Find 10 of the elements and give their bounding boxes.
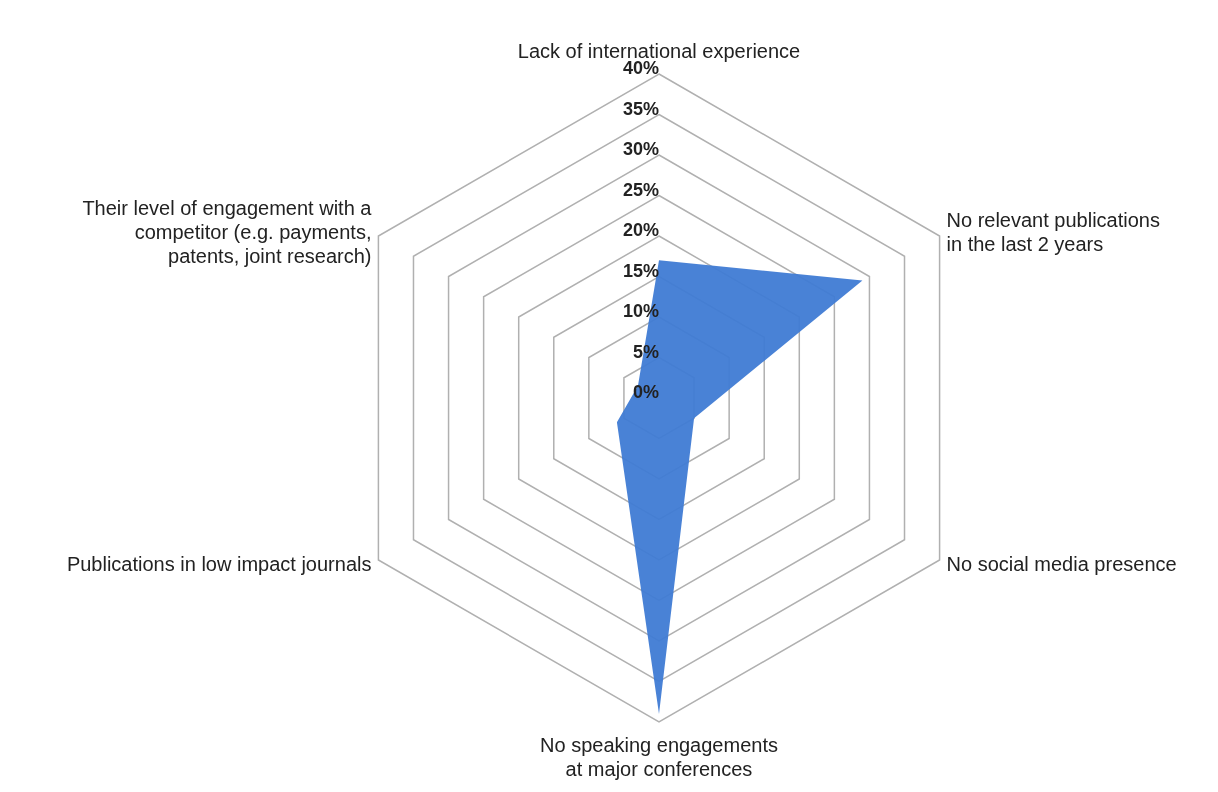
spoke-label: Publications in low impact journals	[66, 553, 372, 575]
y-tick-label: 35%	[622, 98, 659, 119]
spoke-label: No speaking engagements at major conferences	[540, 734, 778, 780]
y-tick-label: 30%	[622, 139, 659, 159]
y-tick-label: 20%	[622, 220, 659, 240]
y-tick-label: 0%	[632, 382, 659, 402]
spoke-label: No relevant publications in the last 2 years	[946, 209, 1160, 255]
y-tick-label: 25%	[622, 179, 659, 200]
spoke-label: No social media presence	[946, 553, 1177, 575]
spoke-label: Their level of engagement with a competitor (e.g. payments, patents, joint research)	[82, 197, 373, 267]
